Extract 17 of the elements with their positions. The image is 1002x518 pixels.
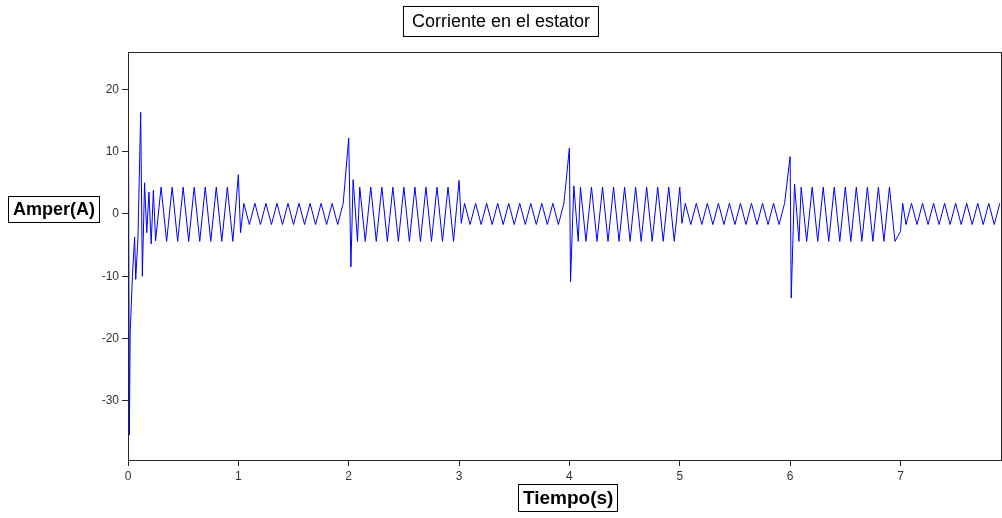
x-tick-label: 3 (455, 468, 463, 483)
x-tick-label: 5 (676, 468, 684, 483)
x-tick-label: 6 (786, 468, 794, 483)
x-tick-label: 2 (345, 468, 353, 483)
y-tick-label: 20 (105, 81, 120, 96)
x-tick-label: 4 (566, 468, 574, 483)
y-axis-title: Amper(A) (8, 196, 101, 223)
y-tick-label: -10 (101, 268, 120, 283)
y-tick-label: 10 (105, 143, 120, 158)
y-tick-label: 0 (112, 206, 120, 221)
x-axis-title: Tiempo(s) (518, 484, 619, 512)
chart-title: Corriente en el estator (402, 6, 600, 37)
y-tick-label: -20 (101, 330, 120, 345)
y-tick-label: -30 (101, 393, 120, 408)
x-tick-label: 0 (124, 468, 132, 483)
x-tick-label: 7 (897, 468, 905, 483)
x-tick-label: 1 (235, 468, 243, 483)
